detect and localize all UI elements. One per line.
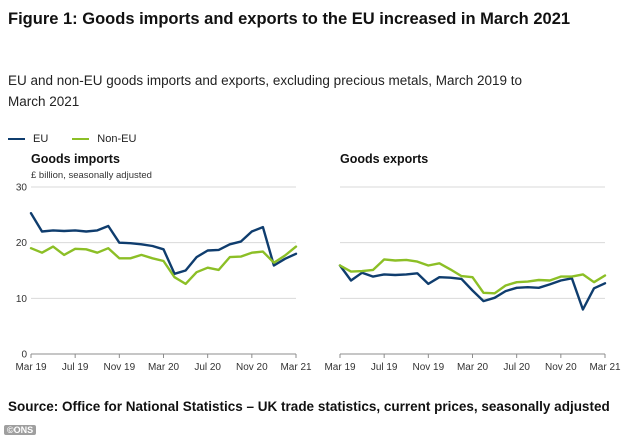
imports-y-tick-label: 20	[16, 238, 28, 249]
exports-x-tick-label: Mar 19	[324, 362, 356, 373]
exports-x-tick-label: Nov 19	[412, 362, 444, 373]
imports-panel: Goods imports £ billion, seasonally adju…	[15, 152, 312, 373]
imports-y-axis-label: £ billion, seasonally adjusted	[31, 170, 152, 181]
figure-subtitle: EU and non-EU goods imports and exports,…	[8, 70, 528, 112]
imports-y-tick-label: 0	[21, 350, 27, 361]
imports-series-line-eu	[31, 213, 296, 274]
source-note: Source: Office for National Statistics –…	[8, 398, 628, 416]
imports-y-tick-label: 10	[16, 294, 28, 305]
imports-x-tick-label: Mar 19	[15, 362, 47, 373]
exports-x-tick-label: Nov 20	[545, 362, 577, 373]
exports-x-tick-label: Jul 20	[503, 362, 530, 373]
imports-x-tick-label: Jul 19	[62, 362, 89, 373]
exports-panel-title: Goods exports	[340, 152, 428, 166]
figure-title: Figure 1: Goods imports and exports to t…	[8, 4, 608, 35]
imports-x-tick-label: Mar 20	[148, 362, 180, 373]
charts-area: Goods imports £ billion, seasonally adju…	[0, 140, 634, 375]
imports-y-tick-label: 30	[16, 183, 28, 194]
imports-panel-title: Goods imports	[31, 152, 120, 166]
exports-x-tick-label: Jul 19	[371, 362, 398, 373]
exports-x-tick-label: Mar 20	[457, 362, 489, 373]
ons-watermark: ©ONS	[4, 425, 36, 435]
imports-x-tick-label: Jul 20	[194, 362, 221, 373]
exports-x-tick-label: Mar 21	[589, 362, 621, 373]
exports-series-line-eu	[340, 266, 605, 310]
imports-x-tick-label: Nov 20	[236, 362, 268, 373]
imports-x-tick-label: Nov 19	[103, 362, 135, 373]
imports-x-tick-label: Mar 21	[280, 362, 312, 373]
exports-panel: Goods exports Mar 19 Jul 19 Nov 19 Mar 20 Ju…	[324, 152, 621, 373]
